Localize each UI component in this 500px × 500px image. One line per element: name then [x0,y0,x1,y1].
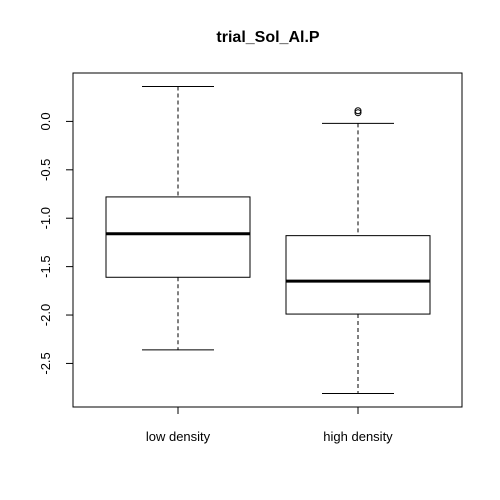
y-tick-label: -2.0 [38,304,53,326]
x-category-label: low density [146,429,211,444]
x-category-label: high density [323,429,393,444]
y-tick-label: -1.0 [38,207,53,229]
y-tick-label: -0.5 [38,159,53,181]
y-axis: 0.0 -0.5 -1.0 -1.5 -2.0 -2.5 [38,112,73,375]
boxes-group [105,86,431,394]
chart-title: trial_Sol_Al.P [216,29,319,46]
box-low-density [105,86,251,351]
y-tick-label: 0.0 [38,112,53,130]
outlier-point [354,107,362,115]
box-high-density [285,107,431,394]
iqr-box [105,196,251,278]
iqr-box [285,235,431,315]
outlier-point [354,109,362,117]
x-axis: low density high density [146,407,393,444]
y-tick-label: -2.5 [38,352,53,374]
y-tick-label: -1.5 [38,255,53,277]
